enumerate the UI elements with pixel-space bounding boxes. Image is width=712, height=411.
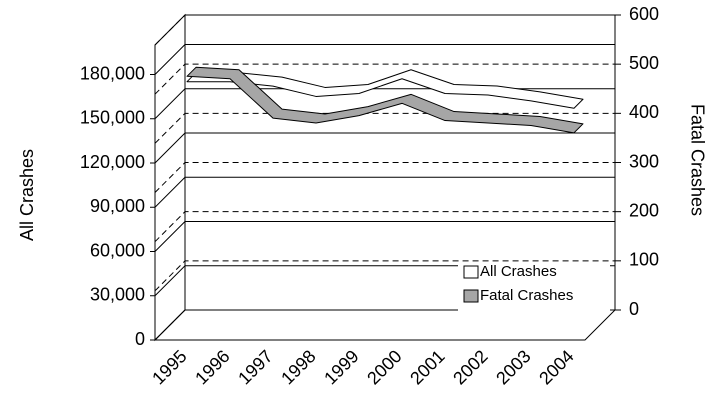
legend-box	[458, 262, 610, 312]
x-tick-label: 2002	[449, 346, 491, 388]
x-tick-label: 2004	[535, 346, 577, 388]
y-tick-label: 30,000	[90, 285, 145, 305]
grid-line	[154, 176, 615, 208]
series-ribbon	[186, 69, 584, 109]
legend-swatch	[463, 265, 479, 279]
floor	[153, 309, 617, 341]
y-tick-label: 180,000	[80, 63, 145, 83]
grid-line	[154, 44, 615, 75]
grid-line	[154, 162, 615, 193]
y2-tick-label: 100	[629, 250, 659, 270]
x-tick-label: 1998	[277, 346, 319, 388]
x-tick-label: 2000	[363, 346, 405, 388]
series-ribbon	[186, 66, 584, 134]
y-axis-title: All Crashes	[17, 149, 37, 241]
y2-tick-label: 500	[629, 53, 659, 73]
legend-swatch	[463, 289, 479, 303]
grid-line	[154, 211, 615, 243]
y2-tick-label: 600	[629, 4, 659, 24]
y-tick-label: 120,000	[80, 152, 145, 172]
y-tick-label: 150,000	[80, 108, 145, 128]
grid-line	[154, 14, 615, 46]
grid-line	[154, 63, 615, 95]
y2-tick-label: 200	[629, 200, 659, 220]
grid-line	[154, 132, 615, 164]
y2-tick-label: 300	[629, 151, 659, 171]
legend-label: All Crashes	[480, 263, 557, 280]
y2-tick-label: 400	[629, 102, 659, 122]
y-tick-label: 0	[135, 329, 145, 349]
x-tick-label: 2001	[406, 346, 448, 388]
y-tick-label: 60,000	[90, 240, 145, 260]
y2-tick-label: 0	[629, 299, 639, 319]
y2-axis-title: Fatal Crashes	[687, 104, 707, 216]
x-tick-label: 1995	[148, 346, 190, 388]
x-tick-label: 2003	[492, 346, 534, 388]
x-tick-label: 1996	[191, 346, 233, 388]
grid-line	[154, 112, 615, 144]
legend-label: Fatal Crashes	[480, 287, 573, 304]
grid-line	[154, 309, 615, 341]
grid-line	[154, 221, 615, 252]
x-tick-label: 1999	[320, 346, 362, 388]
y-tick-label: 90,000	[90, 196, 145, 216]
grid-line	[154, 260, 615, 292]
x-tick-label: 1997	[234, 346, 276, 388]
